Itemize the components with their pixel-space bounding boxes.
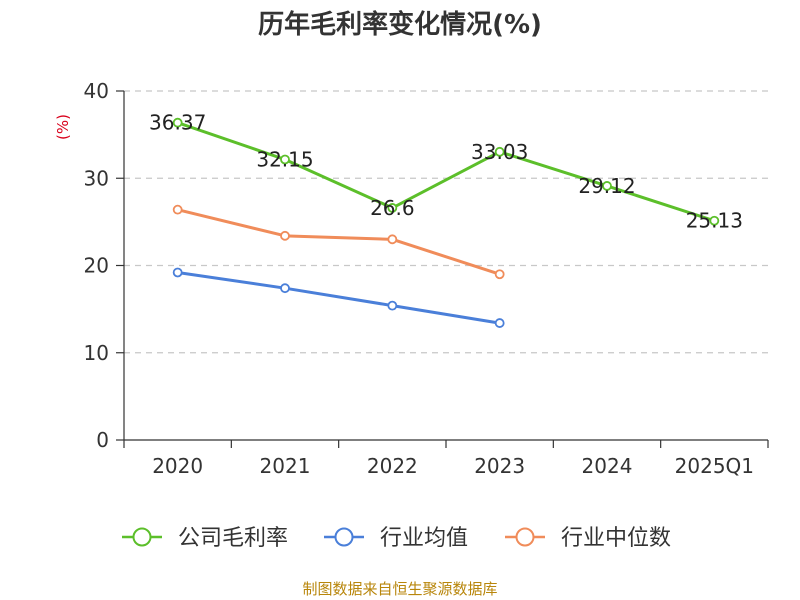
x-tick-label: 2020	[152, 454, 203, 478]
data-point	[172, 117, 183, 128]
data-point	[387, 234, 398, 245]
data-label: 26.6	[370, 196, 415, 220]
y-tick-label: 20	[84, 254, 109, 278]
data-point	[494, 318, 505, 328]
data-point	[602, 181, 612, 191]
data-label: 32.15	[256, 147, 313, 171]
data-point	[387, 203, 398, 213]
data-point	[709, 215, 720, 226]
data-label: 25.13	[686, 209, 743, 233]
data-point	[494, 269, 505, 280]
x-tick-label: 2023	[474, 454, 525, 478]
y-tick-label: 0	[96, 428, 109, 452]
series-line-0	[177, 121, 715, 223]
data-label: 29.12	[578, 174, 635, 198]
axis-layer: 0 10 20 30 40 2020 2021 2022 2023 2024 2025Q1	[84, 79, 769, 478]
legend-marker-1	[334, 527, 354, 547]
legend-label-0: 公司毛利率	[178, 526, 288, 551]
data-label-layer: 36.37 32.15 26.6 33.03 29.12 25.13	[149, 111, 743, 233]
x-tick-label: 2022	[367, 454, 418, 478]
data-point	[280, 283, 290, 294]
data-label: 33.03	[471, 140, 528, 164]
x-tick-label: 2021	[260, 454, 311, 478]
y-tick-label: 30	[84, 166, 109, 190]
series-layer	[172, 117, 720, 328]
x-tick-label: 2025Q1	[675, 454, 754, 478]
source-note: 制图数据来自恒生聚源数据库	[302, 580, 497, 598]
legend-label-2: 行业中位数	[561, 526, 671, 551]
legend-marker-0	[132, 527, 152, 547]
data-point	[280, 230, 290, 241]
data-point	[172, 267, 183, 278]
x-tick-label: 2024	[582, 454, 633, 478]
data-point	[280, 154, 290, 165]
y-axis-unit: (%)	[54, 114, 72, 140]
series-line-1	[177, 270, 500, 325]
y-tick-label: 10	[84, 341, 109, 365]
data-label: 36.37	[149, 111, 206, 135]
legend-label-1: 行业均值	[380, 526, 468, 551]
data-point	[494, 146, 505, 157]
data-point	[387, 300, 398, 311]
legend: 公司毛利率 行业均值 行业中位数	[122, 526, 671, 551]
legend-marker-2	[515, 527, 535, 547]
y-tick-label: 40	[84, 79, 109, 103]
series-line-2	[177, 208, 501, 276]
data-point	[172, 204, 183, 215]
chart-title: 历年毛利率变化情况(%)	[258, 9, 542, 40]
